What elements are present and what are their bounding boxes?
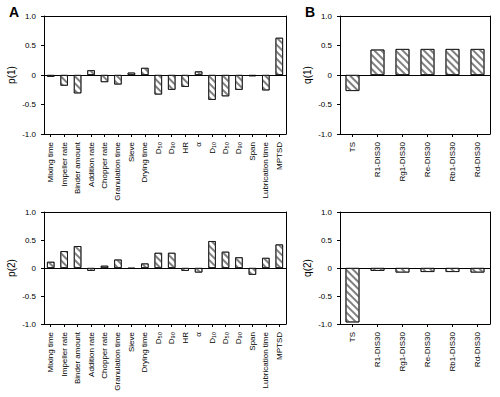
svg-text:Sieve: Sieve: [127, 331, 136, 352]
svg-text:0: 0: [328, 71, 333, 80]
svg-text:0: 0: [32, 71, 37, 80]
svg-text:Sieve: Sieve: [127, 141, 136, 162]
svg-text:R1-DIS30: R1-DIS30: [373, 141, 382, 177]
svg-text:HR: HR: [181, 142, 190, 154]
svg-text:TS: TS: [348, 332, 357, 342]
svg-text:-1.0: -1.0: [318, 320, 332, 329]
svg-text:1.0: 1.0: [321, 208, 333, 217]
svg-text:-0.5: -0.5: [318, 292, 332, 301]
svg-text:-1.0: -1.0: [22, 130, 36, 139]
svg-text:D₁₀: D₁₀: [208, 142, 217, 154]
svg-text:0: 0: [328, 264, 333, 273]
svg-text:α: α: [194, 142, 203, 147]
svg-text:Re-DIS30: Re-DIS30: [423, 331, 432, 367]
svg-text:D₅₀: D₅₀: [221, 332, 230, 344]
svg-text:q(1): q(1): [302, 66, 313, 84]
svg-text:Drying time: Drying time: [140, 331, 149, 372]
svg-text:Mixing time: Mixing time: [46, 331, 55, 372]
svg-text:Rd-DIS30: Rd-DIS30: [473, 141, 482, 177]
svg-text:R1-DIS30: R1-DIS30: [373, 331, 382, 367]
svg-text:p(1): p(1): [6, 66, 17, 84]
svg-text:A: A: [9, 4, 19, 20]
svg-text:Rb1-DIS30: Rb1-DIS30: [448, 331, 457, 371]
svg-text:D₉₀: D₉₀: [234, 332, 243, 344]
svg-text:q(2): q(2): [302, 259, 313, 277]
svg-text:α: α: [194, 332, 203, 337]
svg-text:-0.5: -0.5: [22, 100, 36, 109]
svg-text:D₅₀: D₅₀: [154, 142, 163, 154]
svg-text:D₉₀: D₉₀: [234, 142, 243, 154]
svg-text:TS: TS: [348, 142, 357, 152]
svg-text:Addition rate: Addition rate: [87, 141, 96, 186]
svg-text:Granulation time: Granulation time: [113, 331, 122, 390]
svg-text:Impeller rate: Impeller rate: [60, 331, 69, 376]
svg-text:D₉₀: D₉₀: [167, 142, 176, 154]
svg-text:1.0: 1.0: [25, 208, 37, 217]
svg-text:Binder amount: Binder amount: [73, 331, 82, 384]
svg-text:Rb1-DIS30: Rb1-DIS30: [448, 141, 457, 181]
svg-text:D₅₀: D₅₀: [154, 332, 163, 344]
svg-text:HR: HR: [181, 332, 190, 344]
svg-text:D₁₀: D₁₀: [208, 332, 217, 344]
svg-text:-0.5: -0.5: [22, 292, 36, 301]
svg-text:Rd-DIS30: Rd-DIS30: [473, 331, 482, 367]
svg-text:Rg1-DIS30: Rg1-DIS30: [398, 141, 407, 181]
svg-text:0.5: 0.5: [25, 236, 37, 245]
svg-text:MPTSD: MPTSD: [275, 142, 284, 170]
svg-text:0.5: 0.5: [25, 41, 37, 50]
svg-text:B: B: [305, 4, 315, 20]
svg-text:Drying time: Drying time: [140, 141, 149, 182]
svg-text:D₉₀: D₉₀: [167, 332, 176, 344]
svg-text:Chopper rate: Chopper rate: [100, 331, 109, 378]
svg-text:Chopper rate: Chopper rate: [100, 141, 109, 188]
svg-text:Span: Span: [248, 332, 257, 351]
svg-text:Impeller rate: Impeller rate: [60, 141, 69, 186]
svg-text:MPTSD: MPTSD: [275, 332, 284, 360]
svg-text:Rg1-DIS30: Rg1-DIS30: [398, 331, 407, 371]
svg-text:Lubrication time: Lubrication time: [261, 331, 270, 388]
svg-text:-1.0: -1.0: [22, 320, 36, 329]
svg-text:Granulation time: Granulation time: [113, 141, 122, 200]
svg-text:-0.5: -0.5: [318, 100, 332, 109]
svg-text:Re-DIS30: Re-DIS30: [423, 141, 432, 177]
svg-text:Lubrication time: Lubrication time: [261, 141, 270, 198]
svg-text:Mixing time: Mixing time: [46, 141, 55, 182]
svg-text:1.0: 1.0: [321, 12, 333, 21]
svg-text:0.5: 0.5: [321, 41, 333, 50]
svg-text:-1.0: -1.0: [318, 130, 332, 139]
svg-text:Span: Span: [248, 142, 257, 161]
svg-text:0.5: 0.5: [321, 236, 333, 245]
svg-text:p(2): p(2): [6, 259, 17, 277]
svg-text:Binder amount: Binder amount: [73, 141, 82, 194]
svg-text:1.0: 1.0: [25, 12, 37, 21]
svg-text:D₅₀: D₅₀: [221, 142, 230, 154]
svg-text:0: 0: [32, 264, 37, 273]
svg-text:Addition rate: Addition rate: [87, 331, 96, 376]
